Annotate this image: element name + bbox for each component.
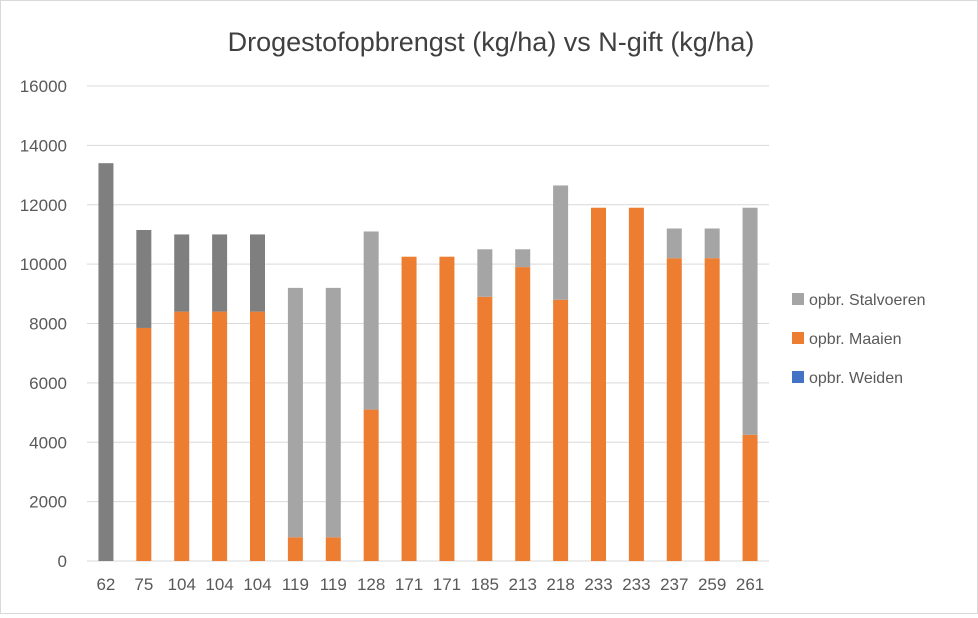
- bar-segment: [704, 228, 720, 259]
- bar-segment: [742, 207, 758, 435]
- bars: [98, 163, 758, 561]
- legend-label: opbr. Stalvoeren: [809, 292, 926, 309]
- y-axis: 0 2000 4000 6000 8000 10000 12000 14000 16000: [20, 77, 67, 571]
- x-tick-label: 119: [320, 575, 347, 594]
- x-tick-label: 233: [584, 575, 612, 594]
- legend-label: opbr. Maaien: [809, 331, 902, 348]
- bar-segment: [212, 311, 228, 561]
- x-tick-label: 62: [96, 575, 115, 594]
- bar-segment: [666, 228, 682, 259]
- x-tick-label: 185: [471, 575, 499, 594]
- x-tick-label: 171: [395, 575, 423, 594]
- y-tick-label: 10000: [20, 255, 67, 274]
- bar-segment: [363, 409, 379, 561]
- bar-segment: [250, 311, 265, 561]
- legend: opbr. Stalvoeren opbr. Maaien opbr. Weiden: [792, 292, 926, 387]
- y-tick-label: 14000: [20, 136, 67, 155]
- bar-segment: [363, 231, 379, 410]
- y-tick-label: 16000: [20, 77, 67, 96]
- x-tick-label: 119: [282, 575, 309, 594]
- bar-segment: [98, 163, 114, 561]
- x-tick-label: 104: [243, 575, 271, 594]
- bar-segment: [325, 287, 341, 538]
- x-tick-label: 171: [433, 575, 461, 594]
- bar-segment: [250, 234, 265, 312]
- x-tick-label: 213: [509, 575, 537, 594]
- bar-segment: [628, 207, 644, 561]
- bar-segment: [287, 537, 303, 561]
- bar-segment: [212, 234, 228, 312]
- x-tick-label: 75: [134, 575, 153, 594]
- x-tick-label: 104: [205, 575, 233, 594]
- bar-segment: [515, 267, 531, 561]
- bar-segment: [477, 249, 493, 297]
- bar-segment: [553, 299, 569, 561]
- legend-swatch: [792, 293, 804, 305]
- bar-segment: [439, 256, 455, 561]
- legend-swatch: [792, 371, 804, 383]
- x-tick-label: 218: [546, 575, 574, 594]
- x-tick-label: 259: [698, 575, 726, 594]
- x-tick-label: 104: [168, 575, 196, 594]
- bar-segment: [136, 229, 152, 328]
- x-tick-label: 233: [622, 575, 650, 594]
- y-tick-label: 4000: [29, 433, 67, 452]
- x-axis: 62 75 104 104 104 119 119 128 171 171 185 213 218 233…: [96, 575, 764, 594]
- bar-segment: [704, 258, 720, 561]
- bar-segment: [174, 311, 190, 561]
- x-tick-label: 237: [660, 575, 688, 594]
- y-tick-label: 6000: [29, 374, 67, 393]
- bar-segment: [515, 249, 531, 268]
- bar-segment: [174, 234, 190, 312]
- bar-segment: [477, 296, 493, 561]
- bar-segment: [287, 287, 303, 538]
- bar-segment: [666, 258, 682, 561]
- y-tick-label: 8000: [29, 315, 67, 334]
- grid-lines: [87, 85, 769, 562]
- bar-segment: [401, 256, 417, 561]
- bar-segment: [591, 207, 606, 561]
- bar-segment: [325, 537, 341, 561]
- x-tick-label: 261: [736, 575, 764, 594]
- chart-title: Drogestofopbrengst (kg/ha) vs N-gift (kg…: [228, 27, 755, 57]
- legend-swatch: [792, 332, 804, 344]
- y-tick-label: 2000: [29, 493, 67, 512]
- x-tick-label: 128: [357, 575, 385, 594]
- bar-segment: [742, 434, 758, 561]
- bar-segment: [553, 185, 569, 300]
- bar-segment: [136, 327, 152, 561]
- legend-label: opbr. Weiden: [809, 370, 903, 387]
- y-tick-label: 12000: [20, 196, 67, 215]
- y-tick-label: 0: [58, 552, 67, 571]
